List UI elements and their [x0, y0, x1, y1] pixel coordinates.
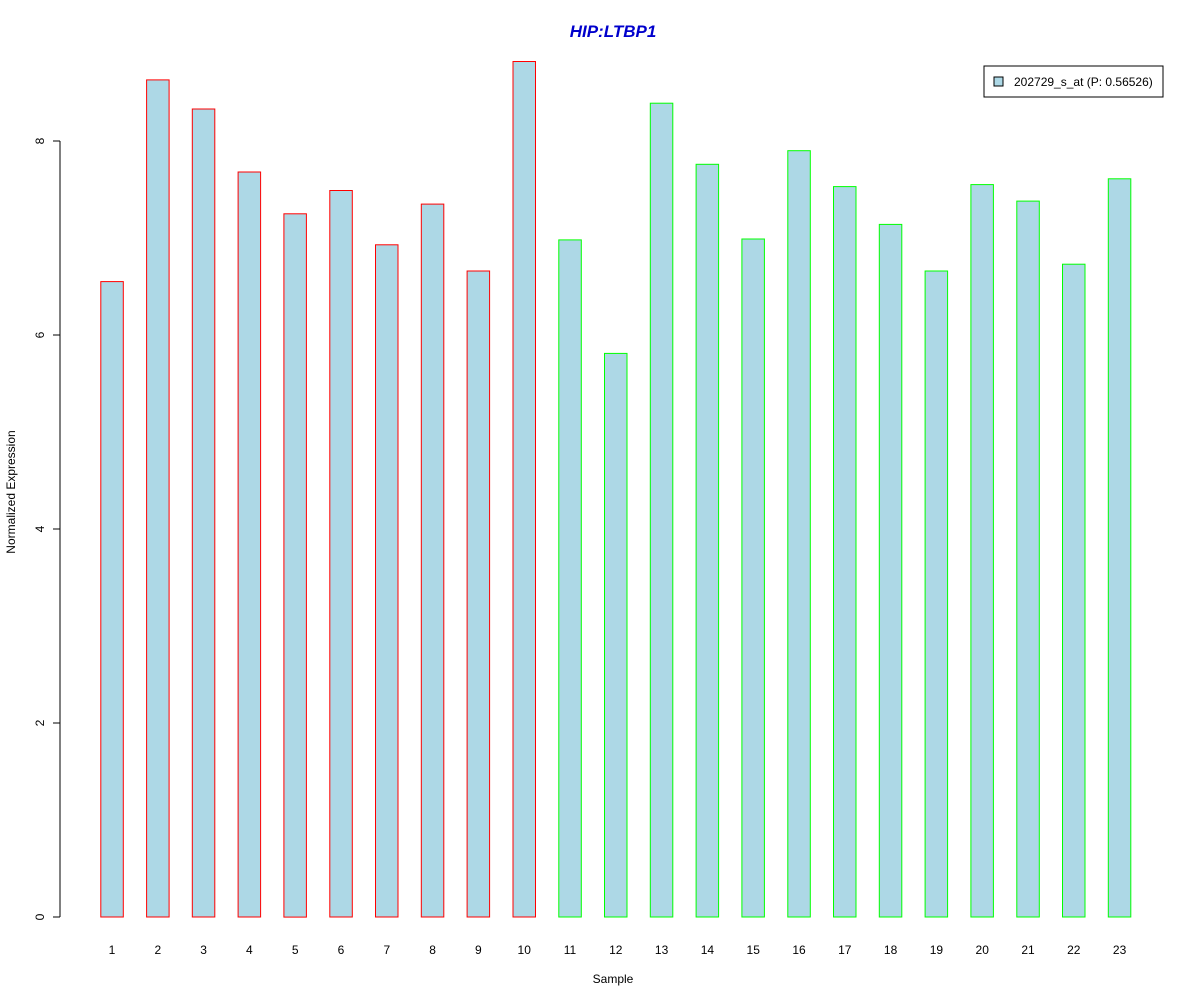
y-tick-label: 6: [33, 331, 47, 338]
bar-sample-13: [649, 102, 674, 918]
x-tick-label: 9: [475, 943, 482, 957]
x-tick-label: 3: [200, 943, 207, 957]
x-tick-label: 8: [429, 943, 436, 957]
x-tick-label: 18: [884, 943, 898, 957]
bar-sample-7: [375, 244, 399, 918]
x-tick-label: 2: [154, 943, 161, 957]
bar-sample-5: [283, 213, 307, 918]
bar-sample-19: [924, 270, 949, 918]
bar-sample-16: [787, 150, 811, 918]
x-tick-labels: 1 2 3 4 5 6 7 8 9 10 11 12 13 14 15 16 17 18 19 20 21 22 23: [109, 943, 1127, 957]
bar-sample-21: [1016, 200, 1040, 918]
x-tick-label: 13: [655, 943, 669, 957]
bar-sample-2: [146, 79, 170, 918]
x-axis-label: Sample: [593, 972, 634, 986]
bar-sample-4: [237, 171, 262, 918]
x-tick-label: 17: [838, 943, 852, 957]
x-tick-label: 16: [792, 943, 806, 957]
bar-sample-3: [191, 108, 216, 918]
x-tick-label: 5: [292, 943, 299, 957]
y-tick-label: 0: [33, 913, 47, 920]
bar-sample-23: [1107, 178, 1132, 918]
x-tick-label: 10: [518, 943, 532, 957]
x-tick-label: 6: [338, 943, 345, 957]
bar-sample-18: [878, 223, 903, 918]
y-tick-label: 2: [33, 719, 47, 726]
y-axis: 0 2 4 6 8: [33, 137, 61, 920]
x-tick-label: 7: [383, 943, 390, 957]
x-tick-label: 20: [976, 943, 990, 957]
bar-sample-15: [741, 238, 765, 918]
bar-sample-12: [604, 352, 628, 918]
bar-sample-1: [100, 281, 124, 918]
bar-sample-14: [695, 163, 720, 918]
x-tick-label: 1: [109, 943, 116, 957]
x-tick-label: 12: [609, 943, 623, 957]
bar-sample-8: [420, 203, 445, 918]
legend-box: [983, 65, 1164, 98]
y-axis-label: Normalized Expression: [4, 430, 18, 553]
x-tick-label: 14: [701, 943, 715, 957]
x-tick-label: 23: [1113, 943, 1127, 957]
bar-sample-11: [558, 239, 582, 918]
chart-title: HIP:LTBP1: [570, 22, 657, 41]
x-tick-label: 19: [930, 943, 944, 957]
y-tick-label: 8: [33, 137, 47, 144]
bar-sample-6: [329, 190, 353, 918]
x-tick-label: 11: [564, 943, 577, 957]
bar-sample-22: [1062, 263, 1086, 918]
x-tick-label: 15: [747, 943, 761, 957]
x-tick-label: 4: [246, 943, 253, 957]
bar-sample-10: [512, 61, 536, 918]
x-tick-label: 22: [1067, 943, 1081, 957]
bar-sample-20: [970, 184, 994, 918]
legend: 202729_s_at (P: 0.56526): [983, 65, 1164, 98]
x-tick-label: 21: [1021, 943, 1035, 957]
bar-sample-17: [833, 186, 857, 918]
legend-label: 202729_s_at (P: 0.56526): [1014, 75, 1153, 89]
legend-swatch: [993, 76, 1004, 87]
bars-group: [100, 61, 1132, 918]
y-tick-label: 4: [33, 525, 47, 532]
bar-sample-9: [466, 270, 491, 918]
